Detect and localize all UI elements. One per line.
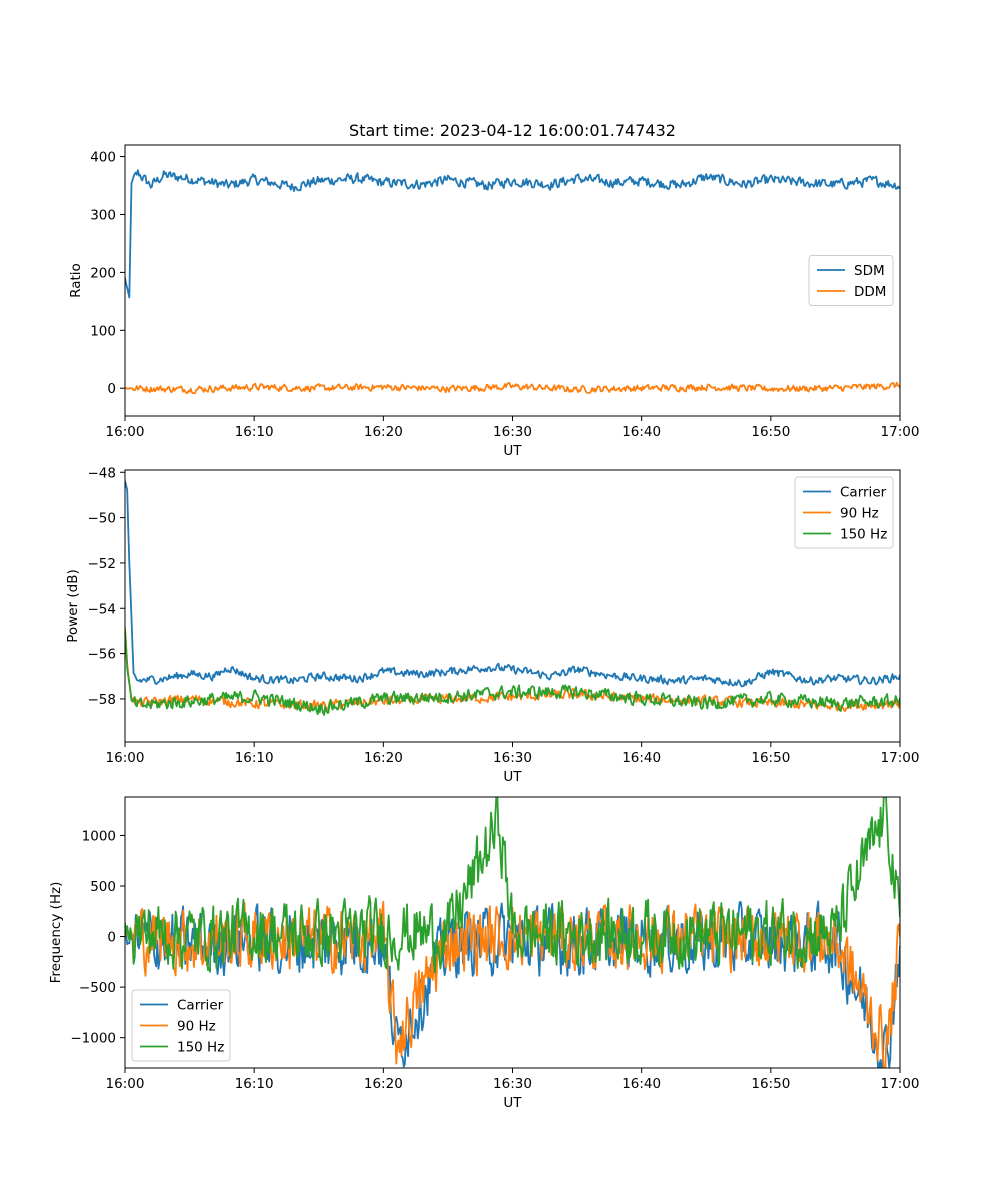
legend-box xyxy=(131,989,231,1062)
y-axis-label: Power (dB) xyxy=(65,569,81,642)
y-tick-label: 400 xyxy=(90,150,116,166)
y-tick-label: −48 xyxy=(88,465,117,481)
series-group xyxy=(125,797,900,1068)
y-tick-label: 0 xyxy=(107,930,116,946)
chart-panel-1: 16:00 16:10 16:20 16:30 16:40 16:50 17:00 0 100 2… xyxy=(68,121,919,459)
x-tick-label: 16:00 xyxy=(106,750,145,766)
chart-panel-2: 16:00 16:10 16:20 16:30 16:40 16:50 17:00 −48 −5… xyxy=(65,465,919,785)
y-tick-label: −54 xyxy=(88,601,117,617)
y-tick-label: 0 xyxy=(107,381,116,397)
legend-label: 150 Hz xyxy=(177,1040,224,1056)
y-tick-label: −500 xyxy=(79,980,116,996)
legend: SDM DDM xyxy=(808,255,894,306)
chart-title: Start time: 2023-04-12 16:00:01.747432 xyxy=(349,121,676,140)
legend-label: DDM xyxy=(854,284,886,300)
y-tick-label: 300 xyxy=(90,207,116,223)
x-axis-label: UT xyxy=(503,1095,522,1111)
y-tick-label: −1000 xyxy=(70,1031,116,1047)
x-tick-label: 16:10 xyxy=(235,424,274,440)
x-tick-label: 16:10 xyxy=(235,1076,274,1092)
x-tick-label: 16:20 xyxy=(364,424,403,440)
x-axis-label: UT xyxy=(503,443,522,459)
legend-box xyxy=(794,476,894,549)
y-tick-label: 200 xyxy=(90,265,116,281)
y-axis-label: Frequency (Hz) xyxy=(48,882,64,984)
x-tick-label: 16:10 xyxy=(235,750,274,766)
legend-label: 90 Hz xyxy=(840,506,879,522)
x-axis-label: UT xyxy=(503,769,522,785)
legend-label: Carrier xyxy=(177,998,224,1014)
y-tick-label: 1000 xyxy=(82,828,116,844)
y-axis-label: Ratio xyxy=(68,263,84,298)
x-tick-label: 16:20 xyxy=(364,750,403,766)
series-group xyxy=(125,480,900,716)
x-tick-label: 16:40 xyxy=(622,1076,661,1092)
y-tick-label: −56 xyxy=(88,647,117,663)
x-tick-label: 17:00 xyxy=(881,424,920,440)
legend-label: SDM xyxy=(854,263,885,279)
series-line-150-hz xyxy=(125,630,900,716)
x-tick-label: 16:00 xyxy=(106,1076,145,1092)
x-tick-label: 16:50 xyxy=(751,750,790,766)
series-line-sdm xyxy=(125,169,900,299)
series-group xyxy=(125,169,900,395)
legend: Carrier 90 Hz 150 Hz xyxy=(131,989,231,1062)
series-line-150-hz xyxy=(125,797,900,974)
y-tick-label: 500 xyxy=(90,879,116,895)
legend-label: Carrier xyxy=(840,485,887,501)
series-line-carrier xyxy=(125,480,900,688)
x-tick-label: 17:00 xyxy=(881,1076,920,1092)
chart-panel-3: 16:00 16:10 16:20 16:30 16:40 16:50 17:00 −1000… xyxy=(48,796,920,1111)
x-tick-label: 16:00 xyxy=(106,424,145,440)
legend-label: 150 Hz xyxy=(840,527,887,543)
legend: Carrier 90 Hz 150 Hz xyxy=(794,476,894,549)
x-tick-label: 16:50 xyxy=(751,424,790,440)
x-tick-label: 16:40 xyxy=(622,424,661,440)
x-tick-label: 16:30 xyxy=(493,424,532,440)
x-tick-label: 17:00 xyxy=(881,750,920,766)
legend-label: 90 Hz xyxy=(177,1019,216,1035)
x-tick-label: 16:30 xyxy=(493,1076,532,1092)
y-tick-label: 100 xyxy=(90,323,116,339)
legend-box xyxy=(808,255,894,306)
y-tick-label: −52 xyxy=(88,556,117,572)
y-tick-label: −50 xyxy=(88,511,117,527)
series-line-ddm xyxy=(125,381,900,395)
x-tick-label: 16:20 xyxy=(364,1076,403,1092)
x-tick-label: 16:50 xyxy=(751,1076,790,1092)
x-tick-label: 16:30 xyxy=(493,750,532,766)
y-tick-label: −58 xyxy=(88,692,117,708)
x-tick-label: 16:40 xyxy=(622,750,661,766)
